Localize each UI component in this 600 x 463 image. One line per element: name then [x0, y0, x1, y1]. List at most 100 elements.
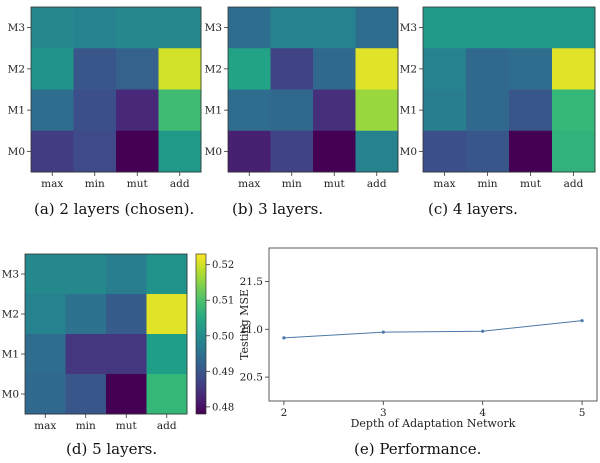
x-axis-label: Depth of Adaptation Network [351, 417, 516, 430]
x-tick-label: 4 [479, 407, 486, 419]
heatmap-cell [73, 48, 117, 90]
heatmap-frame [30, 6, 202, 173]
heatmap-cell [158, 7, 202, 49]
heatmap-cell [423, 89, 467, 132]
colorbar-tick-label: 0.51 [212, 296, 234, 307]
heatmap-cell [552, 7, 596, 49]
heatmap-cell [146, 334, 188, 375]
y-tick-label: M1 [400, 105, 417, 117]
heatmap-cell [25, 254, 66, 295]
y-tick-label: 21.0 [240, 324, 263, 336]
heatmap-cell [228, 7, 271, 49]
x-tick-label: 2 [281, 407, 288, 419]
heatmap-cell [509, 130, 553, 173]
heatmap-cell [31, 7, 74, 49]
caption-e: (e) Performance. [354, 440, 482, 458]
heatmap-cell [106, 294, 147, 335]
x-tick-label: add [170, 178, 190, 190]
heatmap-cell [25, 334, 66, 375]
heatmap-frame [24, 253, 188, 415]
y-tick-label: M0 [8, 146, 25, 158]
heatmap-cell [228, 130, 271, 173]
performance-line-chart: 20.5 21.0 21.5 2 3 4 5 Depth of Adaptation Netw… [238, 247, 598, 430]
heatmap-cell [31, 89, 74, 132]
x-tick-label: add [367, 178, 387, 190]
x-tick-label: 5 [579, 407, 586, 419]
heatmap-cell [228, 48, 271, 90]
heatmap-cell [73, 7, 117, 49]
heatmap-cell [466, 7, 510, 49]
heatmap-cell [25, 294, 66, 335]
data-point [282, 336, 286, 340]
heatmap-cell [116, 48, 159, 90]
y-tick-label: M2 [400, 63, 417, 75]
heatmap-frame [227, 6, 399, 173]
y-tick-label: M2 [2, 309, 19, 321]
colorbar: 0.52 0.51 0.50 0.49 0.48 [195, 253, 234, 415]
caption-c: (c) 4 layers. [428, 200, 518, 218]
heatmap-cell [65, 334, 107, 375]
x-tick-label: mut [324, 178, 346, 190]
colorbar-tick-label: 0.50 [212, 331, 234, 342]
heatmap-cell [116, 7, 159, 49]
x-tick-label: mut [127, 178, 149, 190]
heatmap-cell [466, 48, 510, 90]
heatmap-5-layers: M3 M2 M1 M0 max min mut add [2, 253, 188, 432]
y-axis-label: Testing MSE [238, 289, 251, 360]
heatmap-cell [313, 130, 356, 173]
y-tick-label: M2 [8, 63, 25, 75]
heatmap-cell [146, 254, 188, 295]
colorbar-tick-label: 0.48 [212, 402, 234, 413]
heatmap-cell [423, 130, 467, 173]
x-tick-label: min [76, 420, 96, 432]
heatmap-cell [313, 89, 356, 132]
heatmap-2-layers: M3 M2 M1 M0 max min mut add [8, 6, 202, 190]
y-tick-label: M3 [400, 22, 417, 34]
x-tick-label: add [157, 420, 177, 432]
heatmap-cell [158, 48, 202, 90]
heatmap-cell [466, 89, 510, 132]
heatmap-cell [158, 130, 202, 173]
x-tick-label: min [85, 178, 105, 190]
heatmap-cell [509, 89, 553, 132]
data-point [580, 319, 584, 323]
heatmap-cell [552, 89, 596, 132]
x-tick-label: max [238, 178, 260, 190]
x-tick-label: max [34, 420, 56, 432]
y-tick-label: M3 [2, 269, 19, 281]
x-tick-label: mut [520, 178, 542, 190]
heatmap-cell [313, 48, 356, 90]
heatmap-cell [31, 48, 74, 90]
y-tick-label: M2 [205, 63, 222, 75]
y-tick-label: M1 [2, 349, 19, 361]
colorbar-gradient [195, 253, 207, 415]
data-point [381, 330, 385, 334]
colorbar-tick-label: 0.52 [212, 260, 234, 271]
plot-frame [268, 247, 598, 402]
heatmap-frame [422, 6, 596, 173]
heatmap-cell [65, 294, 107, 335]
x-tick-label: 3 [380, 407, 387, 419]
caption-b: (b) 3 layers. [232, 200, 324, 218]
heatmap-cell [116, 89, 159, 132]
heatmap-cell [509, 48, 553, 90]
y-tick-label: M0 [400, 146, 417, 158]
caption-a: (a) 2 layers (chosen). [34, 200, 195, 218]
heatmap-cell [270, 48, 314, 90]
y-tick-label: M1 [205, 105, 222, 117]
caption-d: (d) 5 layers. [66, 440, 158, 458]
heatmap-cell [65, 254, 107, 295]
y-tick-label: M1 [8, 105, 25, 117]
y-tick-label: M0 [2, 389, 19, 401]
heatmap-cell [270, 89, 314, 132]
heatmap-cell [106, 254, 147, 295]
heatmap-cell [355, 89, 399, 132]
x-tick-label: min [282, 178, 302, 190]
heatmap-cell [270, 7, 314, 49]
x-tick-label: max [433, 178, 455, 190]
colorbar-tick-label: 0.49 [212, 367, 234, 378]
y-tick-label: M3 [205, 22, 222, 34]
heatmap-cell [31, 130, 74, 173]
heatmap-cell [466, 130, 510, 173]
